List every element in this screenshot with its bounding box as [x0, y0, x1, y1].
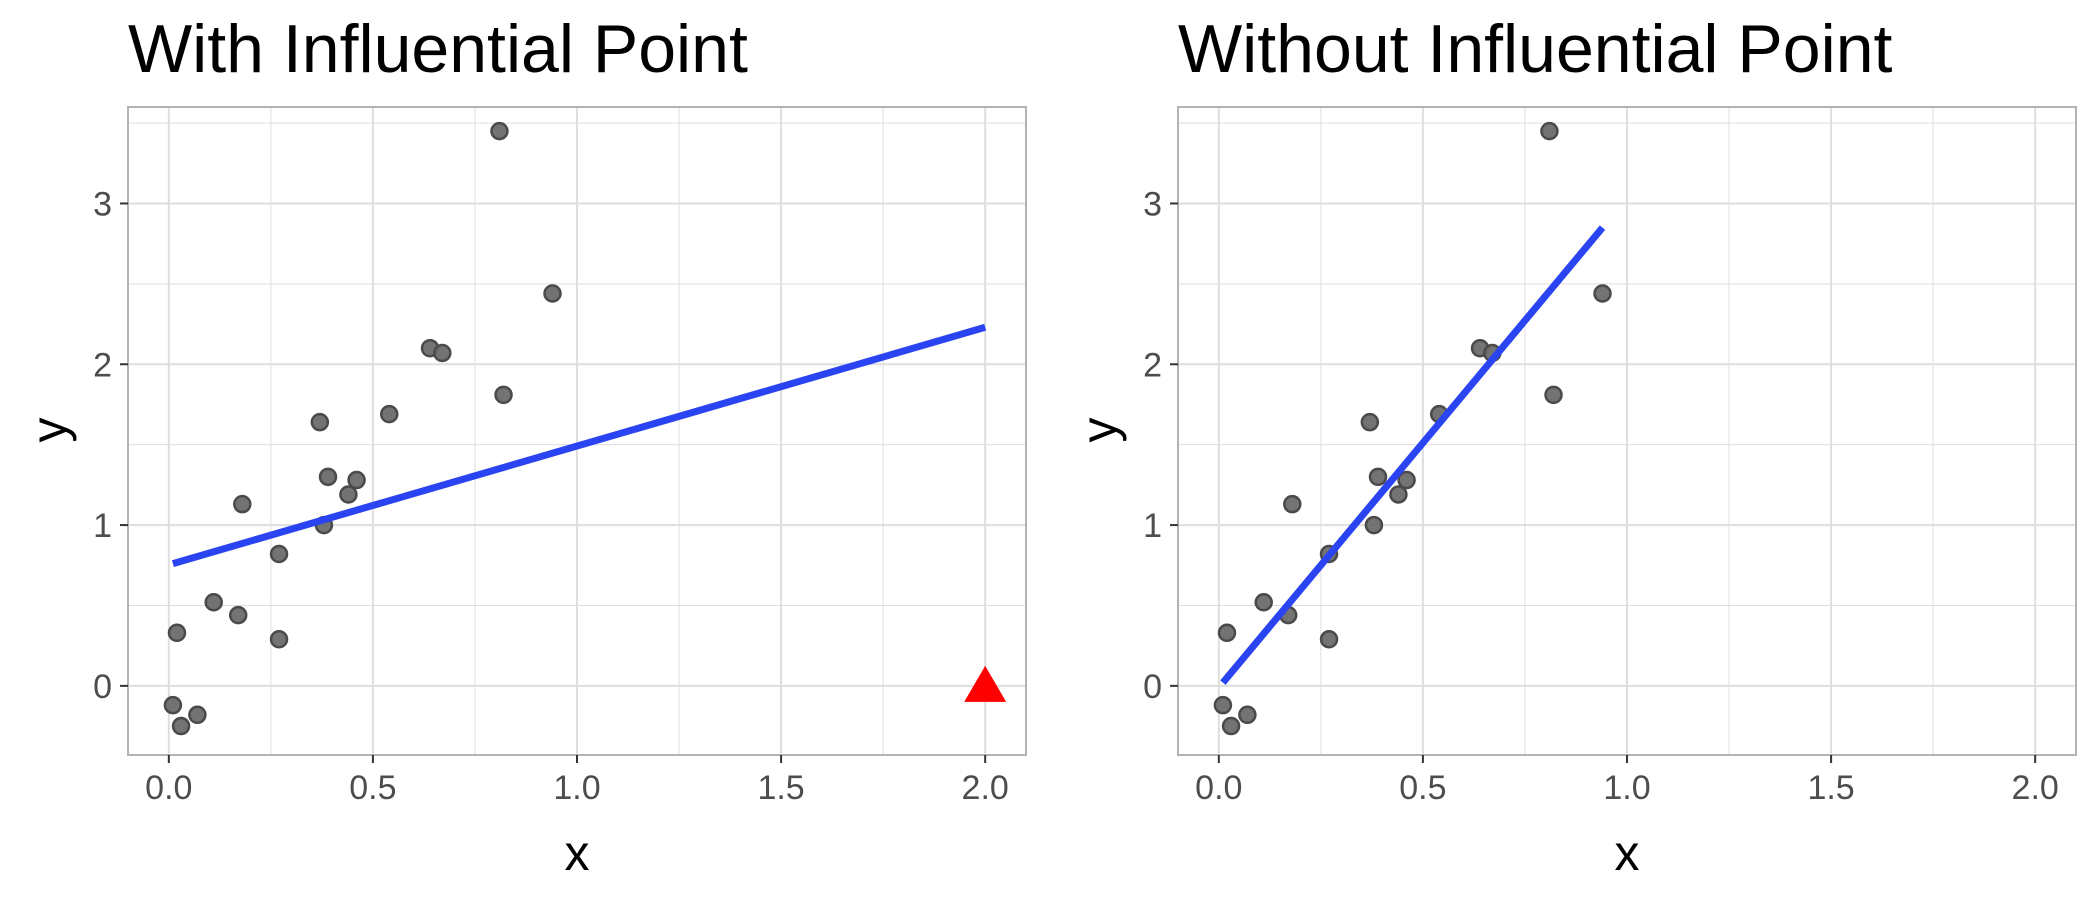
data-point [1254, 592, 1273, 612]
x-tick-label: 0.0 [145, 769, 192, 807]
chart-title: Without Influential Point [1178, 11, 1893, 87]
x-tick-label: 2.0 [2012, 769, 2059, 807]
x-tick-label: 1.0 [1603, 769, 1650, 807]
x-tick-label: 0.0 [1195, 769, 1242, 807]
data-point [269, 629, 289, 649]
data-point [1217, 623, 1237, 643]
data-point [1360, 412, 1380, 432]
data-point [1397, 470, 1416, 490]
data-point [188, 705, 207, 725]
data-point [543, 284, 562, 303]
data-point [1368, 467, 1388, 487]
data-point [228, 605, 248, 625]
data-point [167, 623, 187, 643]
y-tick-label: 1 [1143, 507, 1162, 545]
panel-without-influential-point: Without Influential Point 0.0 0.5 1.0 1.5 2.… [1071, 11, 2077, 881]
data-point [310, 412, 330, 432]
data-point [1238, 705, 1257, 725]
data-point [269, 544, 289, 564]
data-point [233, 494, 252, 514]
x-tick-label: 0.5 [349, 769, 396, 807]
data-point [1283, 494, 1302, 514]
data-point [1593, 284, 1612, 303]
data-point [204, 592, 223, 612]
data-point [490, 121, 509, 141]
y-tick-label: 1 [93, 507, 112, 545]
data-point [433, 343, 452, 363]
x-tick-label: 2.0 [962, 769, 1009, 807]
data-marks [163, 121, 1007, 736]
data-point [1213, 695, 1233, 715]
y-tick-label: 0 [93, 668, 112, 706]
grid [1178, 107, 2076, 755]
regression-line [1220, 225, 1606, 685]
y-tick-label: 2 [93, 346, 112, 384]
data-point [1221, 716, 1241, 736]
y-tick-label: 0 [1143, 668, 1162, 706]
y-tick-label: 2 [1143, 346, 1162, 384]
y-axis-title: y [1071, 418, 1127, 443]
data-point [494, 385, 513, 405]
data-point [1544, 385, 1563, 405]
influential-point [964, 665, 1007, 702]
y-axis-title: y [21, 418, 77, 443]
data-point [347, 470, 366, 490]
x-tick-label: 1.0 [553, 769, 600, 807]
x-axis-title: x [565, 825, 590, 881]
panel-with-influential-point: With Influential Point 0.0 0.5 1.0 1.5 2.0 0 1… [21, 11, 1027, 881]
data-point [1319, 629, 1339, 649]
tick-labels: 0.0 0.5 1.0 1.5 2.0 0 1 2 3 [1143, 185, 2059, 807]
data-point [1540, 121, 1559, 141]
data-point [1389, 485, 1408, 504]
regression-line [171, 323, 987, 568]
data-point [1364, 515, 1384, 535]
data-marks [1213, 121, 1612, 736]
data-point [171, 716, 191, 736]
chart-title: With Influential Point [128, 11, 748, 87]
y-tick-label: 3 [93, 185, 112, 223]
x-axis-title: x [1615, 825, 1640, 881]
tick-labels: 0.0 0.5 1.0 1.5 2.0 0 1 2 3 [93, 185, 1009, 807]
data-point [379, 404, 399, 424]
data-point [318, 467, 338, 487]
x-tick-label: 0.5 [1399, 769, 1446, 807]
grid [128, 107, 1026, 755]
x-tick-label: 1.5 [757, 769, 804, 807]
x-tick-label: 1.5 [1807, 769, 1854, 807]
data-point [163, 695, 183, 715]
data-point [339, 485, 358, 504]
y-tick-label: 3 [1143, 185, 1162, 223]
